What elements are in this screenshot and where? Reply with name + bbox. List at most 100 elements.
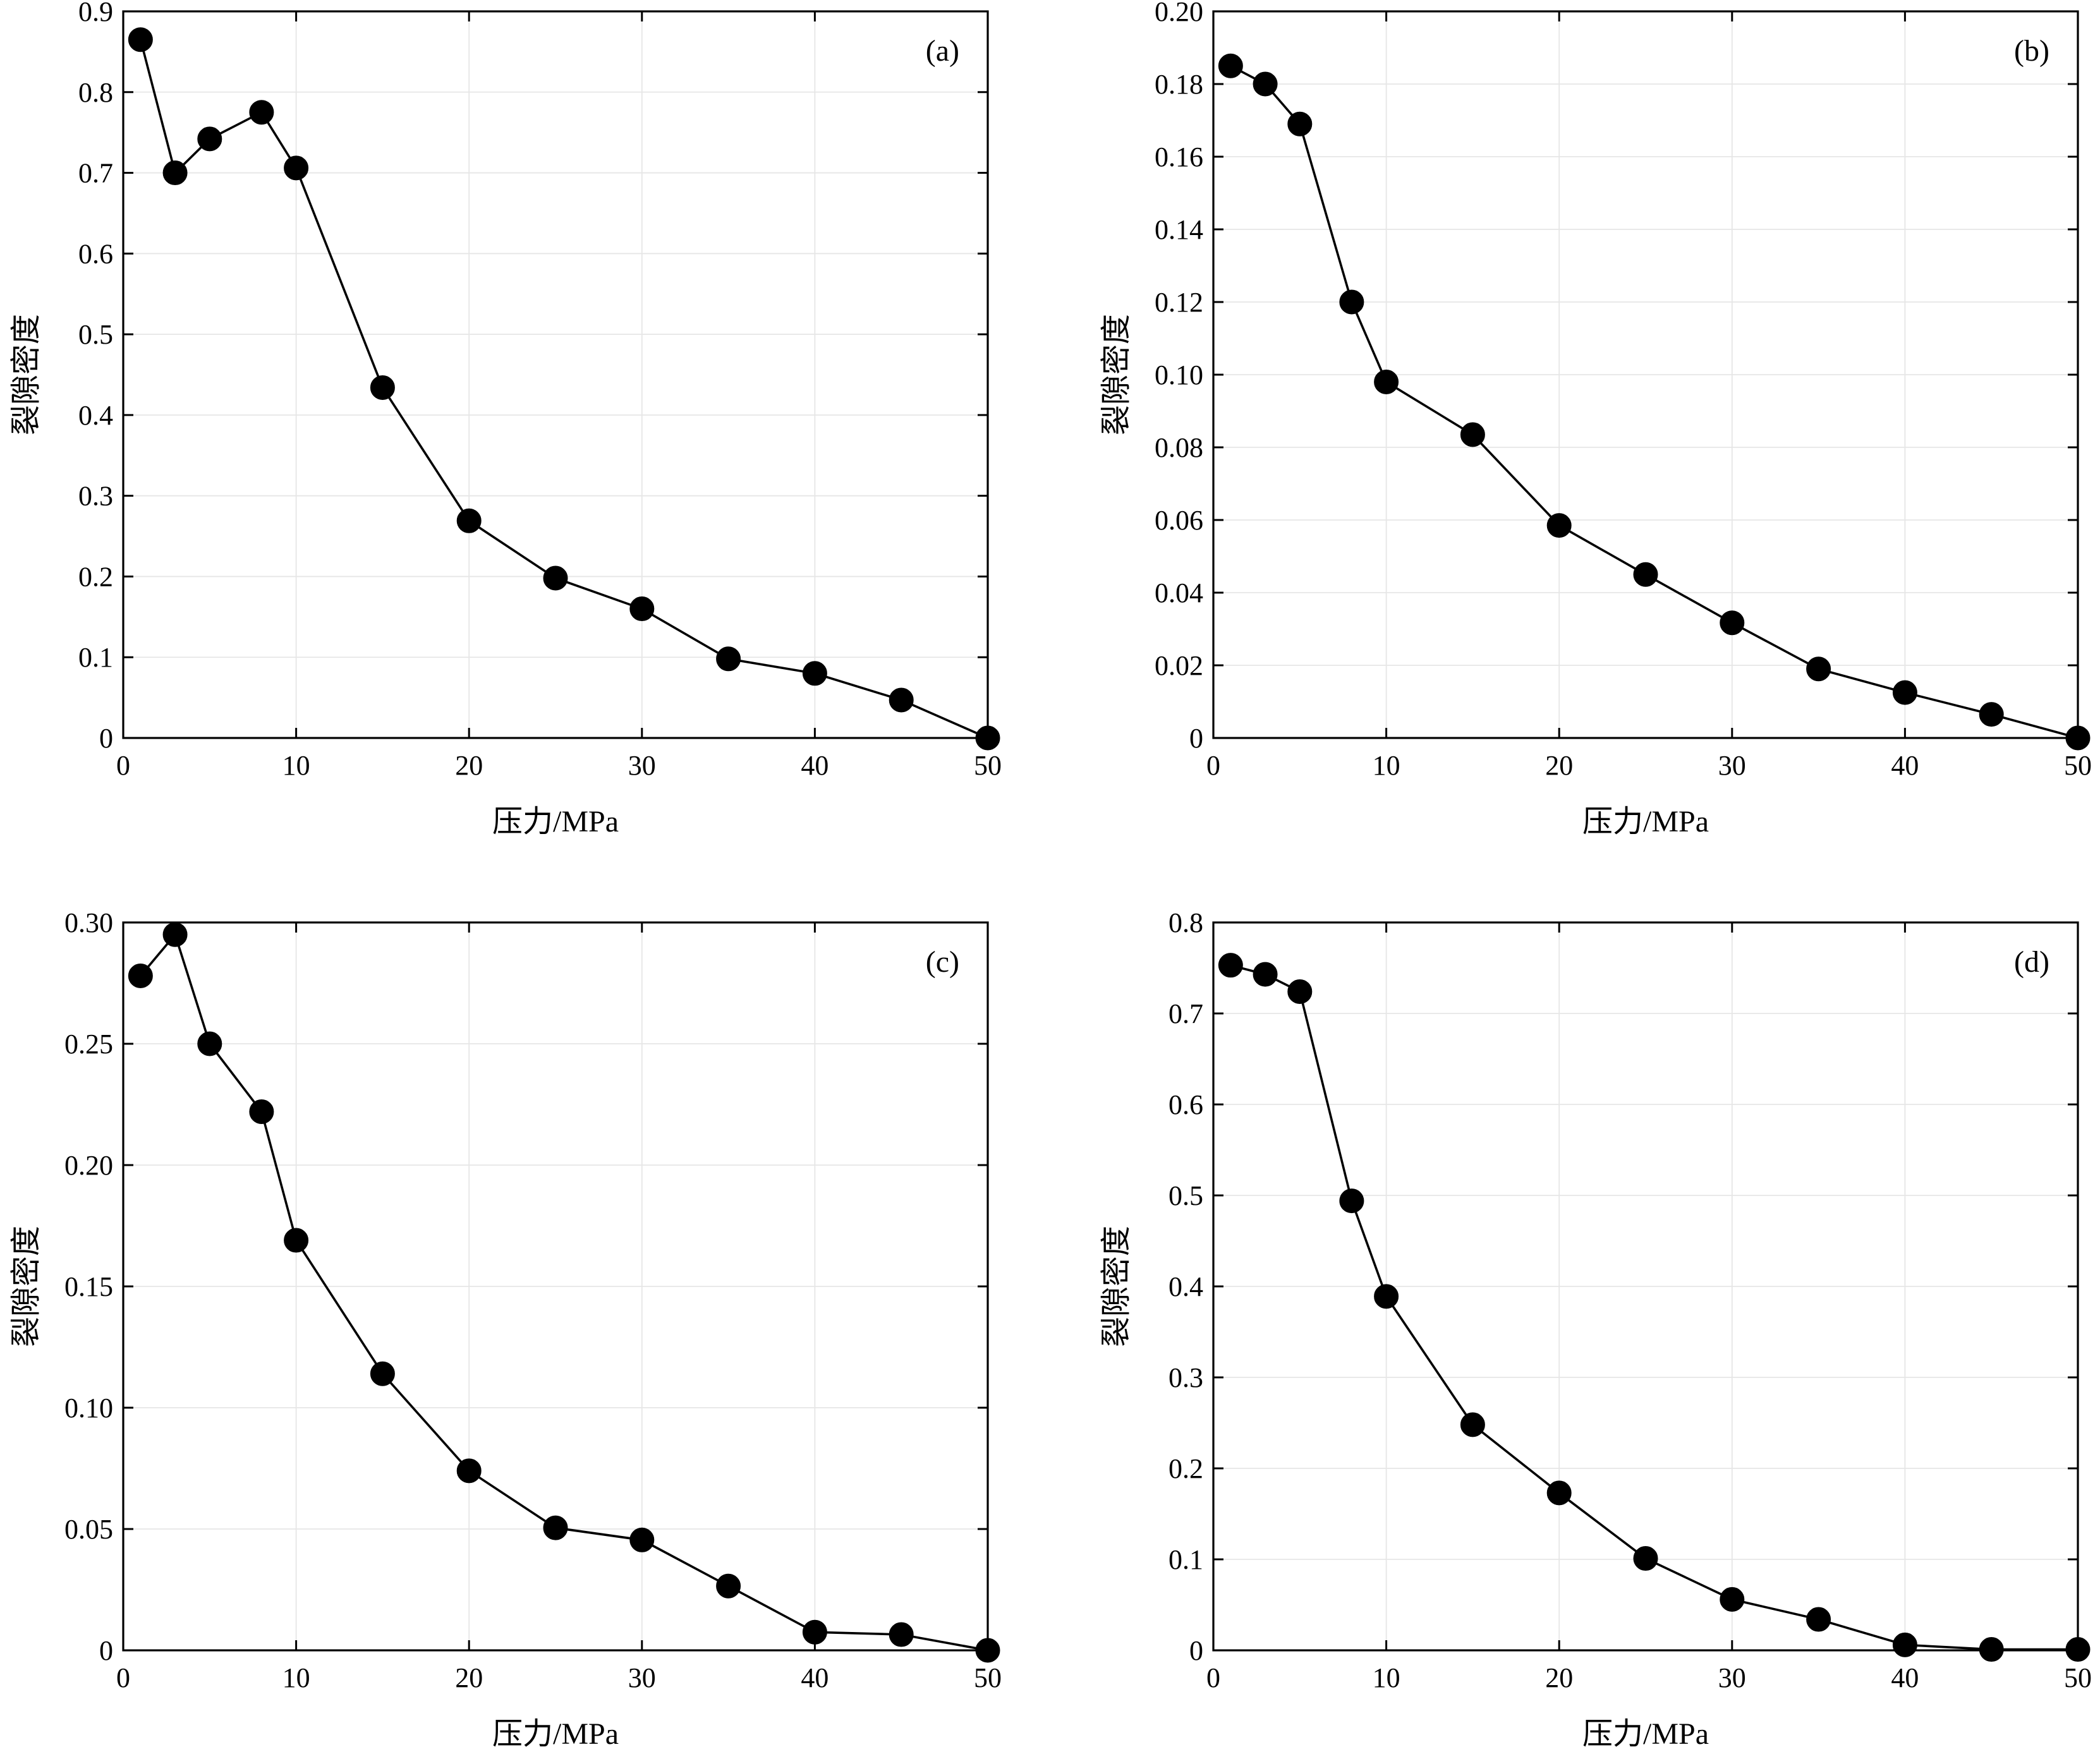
data-point-b-3 bbox=[1339, 289, 1364, 315]
y-tick-label-d-5: 0.5 bbox=[1168, 1180, 1203, 1211]
y-axis-label-a: 裂隙密度 bbox=[9, 314, 43, 435]
x-axis-label-a: 压力/MPa bbox=[492, 805, 619, 838]
x-tick-label-b-2: 20 bbox=[1545, 750, 1573, 781]
y-tick-label-d-0: 0 bbox=[1189, 1635, 1203, 1666]
x-tick-label-a-4: 40 bbox=[801, 750, 828, 781]
data-point-a-8 bbox=[629, 596, 655, 622]
data-point-b-9 bbox=[1806, 656, 1831, 682]
data-point-c-2 bbox=[197, 1031, 222, 1056]
y-tick-label-b-8: 0.16 bbox=[1155, 142, 1203, 172]
data-point-d-8 bbox=[1720, 1587, 1745, 1612]
data-point-d-6 bbox=[1546, 1480, 1572, 1506]
data-point-a-3 bbox=[249, 100, 274, 125]
x-tick-label-a-5: 50 bbox=[974, 750, 1002, 781]
series-line-c-0 bbox=[140, 932, 988, 1652]
y-tick-label-a-9: 0.9 bbox=[78, 0, 113, 27]
data-point-d-0 bbox=[1218, 953, 1243, 978]
plot-frame-b bbox=[1212, 10, 2079, 739]
series-line-d-0 bbox=[1230, 964, 2078, 1651]
chart-panel-d: 0 10 20 30 40 50 0 0.1 0.2 0.3 0.4 0.5 0.6 0.7 0.8 压力/M… bbox=[1100, 907, 2092, 1747]
data-point-d-10 bbox=[1892, 1632, 1917, 1657]
x-tick-label-b-5: 50 bbox=[2064, 750, 2092, 781]
y-tick-label-c-4: 0.20 bbox=[64, 1150, 113, 1181]
x-tick-label-b-3: 30 bbox=[1718, 750, 1746, 781]
x-tick-label-c-5: 50 bbox=[974, 1662, 1002, 1693]
y-tick-label-b-1: 0.02 bbox=[1155, 650, 1203, 681]
x-axis-label-d: 压力/MPa bbox=[1582, 1717, 1709, 1747]
y-tick-label-b-6: 0.12 bbox=[1155, 287, 1203, 318]
plot-frame-d bbox=[1212, 921, 2079, 1652]
y-tick-label-b-3: 0.06 bbox=[1155, 505, 1203, 536]
data-point-b-8 bbox=[1720, 610, 1745, 636]
x-tick-label-d-0: 0 bbox=[1206, 1662, 1220, 1693]
series-line-b-0 bbox=[1230, 64, 2079, 739]
data-point-b-10 bbox=[1892, 680, 1917, 705]
y-tick-label-c-0: 0 bbox=[99, 1635, 113, 1666]
data-point-a-11 bbox=[889, 687, 914, 713]
y-tick-label-b-5: 0.10 bbox=[1155, 360, 1203, 390]
y-tick-label-c-5: 0.25 bbox=[64, 1029, 113, 1060]
y-tick-label-a-0: 0 bbox=[99, 723, 113, 754]
x-tick-label-b-4: 40 bbox=[1891, 750, 1919, 781]
y-tick-label-d-4: 0.4 bbox=[1168, 1271, 1203, 1302]
y-tick-label-b-0: 0 bbox=[1189, 723, 1203, 754]
data-point-b-7 bbox=[1633, 562, 1658, 587]
x-tick-label-c-1: 10 bbox=[282, 1662, 310, 1693]
x-tick-label-c-3: 30 bbox=[628, 1662, 656, 1693]
panel-label-c: (c) bbox=[926, 945, 959, 979]
data-point-a-4 bbox=[284, 155, 309, 181]
x-tick-label-d-1: 10 bbox=[1373, 1662, 1400, 1693]
panel-label-b: (b) bbox=[2014, 34, 2049, 68]
y-tick-label-d-7: 0.7 bbox=[1168, 998, 1203, 1029]
y-axis-label-d: 裂隙密度 bbox=[1100, 1226, 1133, 1347]
data-point-b-0 bbox=[1218, 53, 1243, 78]
data-point-b-11 bbox=[1979, 702, 2004, 727]
y-axis-label-b: 裂隙密度 bbox=[1100, 314, 1133, 435]
data-point-a-0 bbox=[128, 27, 153, 52]
data-point-c-10 bbox=[802, 1619, 827, 1645]
data-point-a-1 bbox=[162, 160, 188, 186]
data-point-c-1 bbox=[162, 922, 188, 947]
data-point-d-11 bbox=[1979, 1637, 2004, 1662]
x-tick-label-a-0: 0 bbox=[116, 750, 130, 781]
data-point-a-10 bbox=[802, 661, 827, 686]
y-tick-label-b-9: 0.18 bbox=[1155, 69, 1203, 100]
data-point-a-6 bbox=[456, 508, 482, 533]
data-point-d-1 bbox=[1253, 962, 1278, 987]
panel-label-a: (a) bbox=[926, 34, 959, 68]
y-tick-label-d-8: 0.8 bbox=[1168, 907, 1203, 938]
chart-panel-a: 0 10 20 30 40 50 0 0.1 0.2 0.3 0.4 0.5 0.6 0.7 0.8 0.9 压… bbox=[9, 0, 1002, 838]
data-point-c-8 bbox=[629, 1527, 655, 1552]
y-tick-label-a-8: 0.8 bbox=[78, 77, 113, 108]
data-point-c-6 bbox=[456, 1458, 482, 1484]
y-tick-label-d-1: 0.1 bbox=[1168, 1544, 1203, 1575]
chart-panel-c: 0 10 20 30 40 50 0 0.05 0.10 0.15 0.20 0.25 0.30 压力/M… bbox=[9, 907, 1002, 1747]
x-tick-label-a-3: 30 bbox=[628, 750, 656, 781]
chart-panel-b: 0 10 20 30 40 50 0 0.02 0.04 0.06 0.08 0.10 0.12 0.14… bbox=[1100, 0, 2092, 838]
data-point-d-4 bbox=[1374, 1284, 1399, 1309]
y-tick-label-c-6: 0.30 bbox=[64, 907, 113, 938]
data-point-b-6 bbox=[1546, 513, 1572, 538]
data-point-d-5 bbox=[1460, 1412, 1485, 1437]
data-point-b-4 bbox=[1374, 370, 1399, 394]
data-point-b-1 bbox=[1253, 71, 1278, 97]
data-point-b-12 bbox=[2065, 725, 2091, 751]
x-tick-label-d-3: 30 bbox=[1718, 1662, 1746, 1693]
data-point-a-12 bbox=[975, 725, 1000, 751]
data-point-c-7 bbox=[543, 1515, 568, 1540]
y-tick-label-c-3: 0.15 bbox=[64, 1271, 113, 1302]
x-tick-label-a-2: 20 bbox=[455, 750, 483, 781]
data-point-b-5 bbox=[1460, 422, 1485, 447]
y-tick-label-d-6: 0.6 bbox=[1168, 1089, 1203, 1120]
data-point-d-7 bbox=[1633, 1546, 1658, 1571]
data-point-b-2 bbox=[1287, 111, 1313, 136]
y-axis-label-c: 裂隙密度 bbox=[9, 1226, 43, 1347]
x-tick-label-b-1: 10 bbox=[1373, 750, 1400, 781]
series-line-a-0 bbox=[139, 39, 988, 739]
y-tick-label-d-3: 0.3 bbox=[1168, 1362, 1203, 1393]
x-tick-label-c-0: 0 bbox=[116, 1662, 130, 1693]
x-tick-label-c-2: 20 bbox=[455, 1662, 483, 1693]
y-tick-label-c-1: 0.05 bbox=[64, 1514, 113, 1545]
data-point-a-7 bbox=[543, 565, 568, 591]
